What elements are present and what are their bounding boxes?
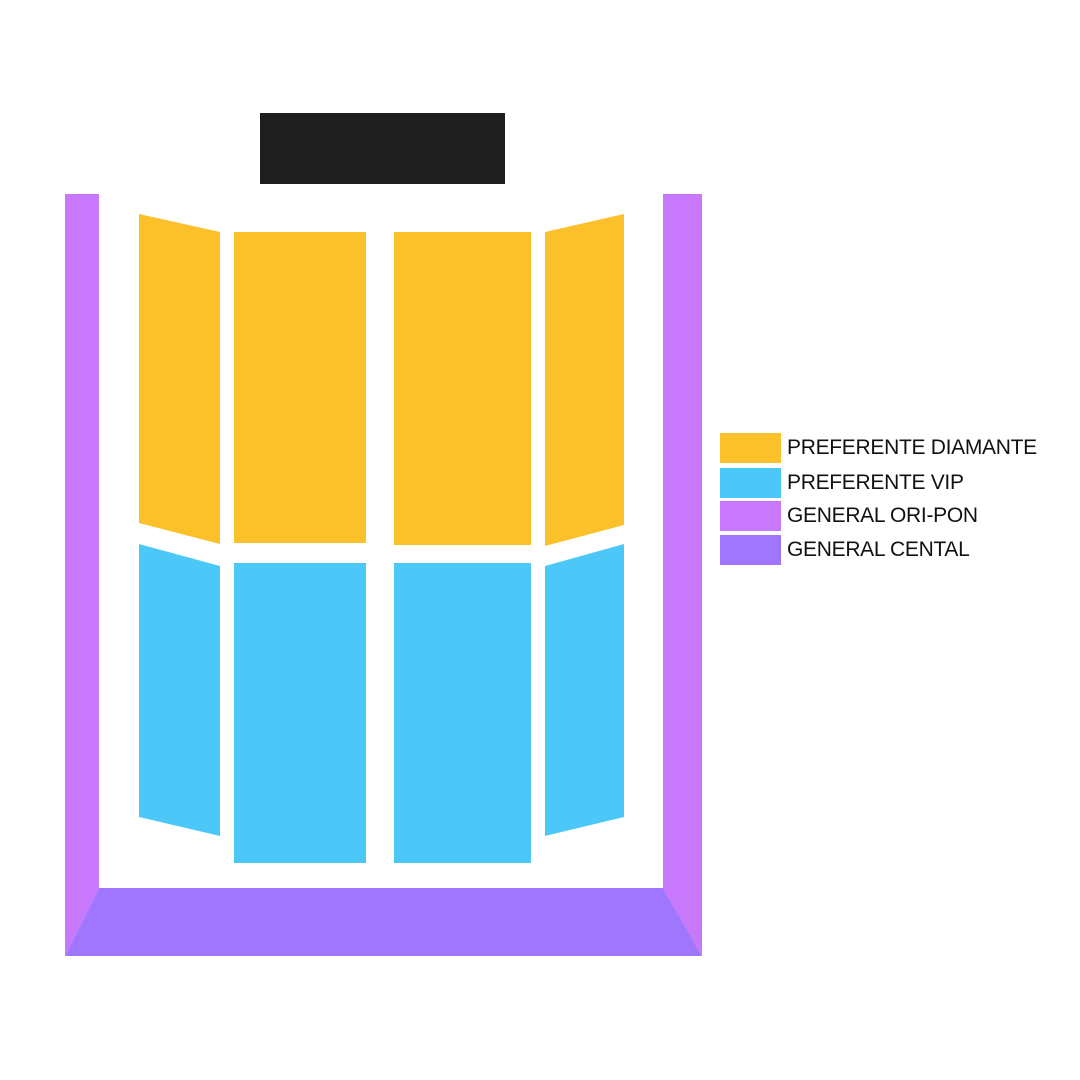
legend-label: GENERAL CENTAL <box>787 538 970 561</box>
legend-item: GENERAL CENTAL <box>720 535 970 565</box>
preferente-vip-section-2[interactable] <box>234 563 366 863</box>
general-ori-pon-left[interactable] <box>65 194 99 956</box>
preferente-vip-section-3[interactable] <box>394 563 531 863</box>
legend-label: PREFERENTE VIP <box>787 471 964 494</box>
preferente-diamante-section-1[interactable] <box>139 214 220 544</box>
legend-swatch <box>720 468 781 498</box>
preferente-diamante-section-4[interactable] <box>545 214 624 546</box>
preferente-diamante-section-2[interactable] <box>234 232 366 543</box>
general-ori-pon-right[interactable] <box>663 194 702 956</box>
legend-swatch <box>720 535 781 565</box>
preferente-vip-section-1[interactable] <box>139 544 220 836</box>
legend-swatch <box>720 433 781 463</box>
legend-item: PREFERENTE VIP <box>720 468 964 498</box>
general-central[interactable] <box>65 888 702 956</box>
legend-item: GENERAL ORI-PON <box>720 501 978 531</box>
legend-item: PREFERENTE DIAMANTE <box>720 433 1037 463</box>
legend-label: PREFERENTE DIAMANTE <box>787 436 1037 459</box>
preferente-diamante-section-3[interactable] <box>394 232 531 545</box>
preferente-vip-section-4[interactable] <box>545 544 624 836</box>
stage <box>260 113 505 184</box>
legend-label: GENERAL ORI-PON <box>787 504 978 527</box>
legend-swatch <box>720 501 781 531</box>
